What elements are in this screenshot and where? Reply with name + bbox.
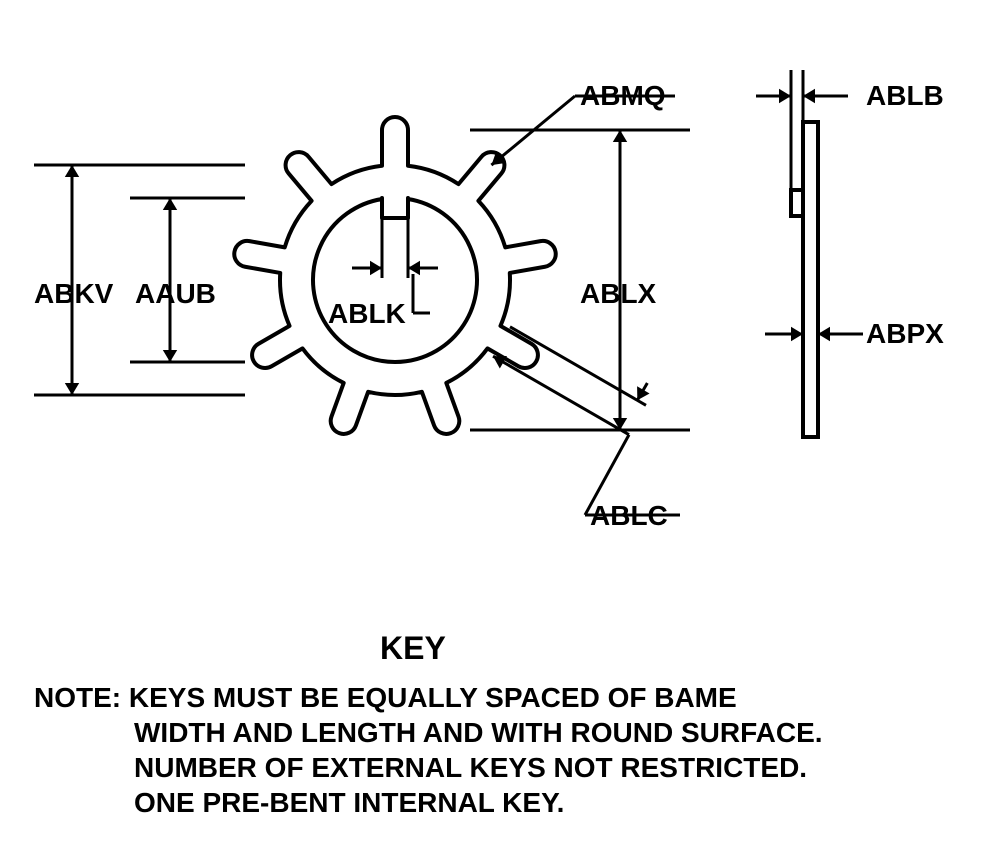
note-line-2: WIDTH AND LENGTH AND WITH ROUND SURFACE.	[134, 715, 823, 750]
label-aaub: AAUB	[135, 278, 216, 310]
note-block: NOTE: KEYS MUST BE EQUALLY SPACED OF BAM…	[34, 680, 823, 820]
diagram-stage: ABKV AAUB ABLK ABMQ ABLX ABLB ABPX ABLC …	[0, 0, 989, 843]
title-key: KEY	[380, 630, 446, 667]
label-abmq: ABMQ	[580, 80, 666, 112]
note-text-1: KEYS MUST BE EQUALLY SPACED OF BAME	[129, 682, 737, 713]
label-ablx: ABLX	[580, 278, 656, 310]
note-prefix: NOTE:	[34, 682, 121, 713]
label-ablc: ABLC	[590, 500, 668, 532]
label-ablb: ABLB	[866, 80, 944, 112]
label-abkv: ABKV	[34, 278, 113, 310]
note-line-4: ONE PRE-BENT INTERNAL KEY.	[134, 785, 823, 820]
label-abpx: ABPX	[866, 318, 944, 350]
label-ablk: ABLK	[328, 298, 406, 330]
note-line-3: NUMBER OF EXTERNAL KEYS NOT RESTRICTED.	[134, 750, 823, 785]
note-line-1: NOTE: KEYS MUST BE EQUALLY SPACED OF BAM…	[34, 680, 823, 715]
